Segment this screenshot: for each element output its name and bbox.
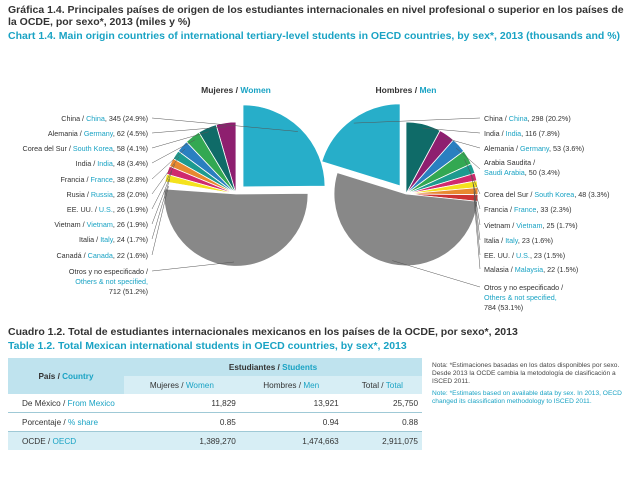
col-total: Total / Total xyxy=(342,376,422,394)
cell-women: 11,829 xyxy=(211,398,236,408)
table-row: De México / From Mexico 11,829 13,921 25… xyxy=(8,394,422,413)
slice-label-china: China / China, 345 (24.9%) xyxy=(61,114,148,123)
leader-line-canada xyxy=(151,185,169,256)
slice-label-saudi-arabia: Arabia Saudita / Saudi Arabia, 50 (3.4%) xyxy=(484,158,560,177)
col-country: País / Country xyxy=(8,358,124,394)
leader-line-france xyxy=(469,169,481,210)
students-table: País / Country Estudiantes / Students Mu… xyxy=(8,358,422,450)
row-label: De México / From Mexico xyxy=(22,398,115,408)
leader-line-russia xyxy=(151,156,180,195)
leader-line-germany xyxy=(444,137,481,149)
slice-label-others-not-specified: Otros y no especificado / Others & not sp… xyxy=(484,283,563,312)
col-women: Mujeres / Women xyxy=(124,376,240,394)
slice-label-vietnam: Vietnam / Vietnam, 26 (1.9%) xyxy=(54,220,148,229)
cell-total: 2,911,075 xyxy=(342,431,422,450)
slice-label-india: India / India, 48 (3.4%) xyxy=(76,159,148,168)
slice-label-germany: Alemania / Germany, 62 (4.5%) xyxy=(48,129,148,138)
slice-label-italy: Italia / Italy, 23 (1.6%) xyxy=(484,236,553,245)
cell-men: 13,921 xyxy=(313,398,339,408)
leader-line-italy xyxy=(473,184,481,241)
row-label: Porcentaje / % share xyxy=(8,412,124,432)
leader-line-u-s xyxy=(151,164,176,210)
slice-label-south-korea: Corea del Sur / South Korea, 58 (4.1%) xyxy=(23,144,148,153)
leader-line-china xyxy=(353,117,481,124)
slice-label-vietnam: Vietnam / Vietnam, 25 (1.7%) xyxy=(484,221,578,230)
table-row: OCDE / OECD 1,389,270 1,474,663 2,911,07… xyxy=(8,431,422,450)
cell-men: 1,474,663 xyxy=(239,431,343,450)
leader-line-india xyxy=(422,127,481,134)
leader-line-china xyxy=(151,117,298,132)
slice-label-france: Francia / France, 33 (2.3%) xyxy=(484,205,572,214)
pie-men: Hombres / Men China / China, 298 (20.2%) I… xyxy=(321,85,609,312)
row-label: OCDE / OECD xyxy=(8,431,124,450)
table-row: Porcentaje / % share 0.85 0.94 0.88 xyxy=(8,412,422,432)
chart-title-es: Gráfica 1.4. Principales países de orige… xyxy=(8,4,624,28)
chart-title-en: Chart 1.4. Main origin countries of inte… xyxy=(8,30,621,42)
slice-label-malaysia: Malasia / Malaysia, 22 (1.5%) xyxy=(484,265,578,274)
leader-line-others-not-specified xyxy=(151,261,235,272)
col-men: Hombres / Men xyxy=(239,376,343,394)
pie-slice-others-not-specified xyxy=(333,172,479,267)
pie-women-title: Mujeres / Women xyxy=(201,85,271,95)
slice-label-india: India / India, 116 (7.8%) xyxy=(484,129,560,138)
leader-line-france xyxy=(151,148,186,180)
slice-label-france: Francia / France, 38 (2.8%) xyxy=(61,175,149,184)
cell-total: 25,750 xyxy=(392,398,418,408)
slice-label-others-not-specified: Otros y no especificado / Others & not sp… xyxy=(69,267,148,296)
cell-men: 0.94 xyxy=(239,412,343,432)
leader-line-others-not-specified xyxy=(392,260,481,288)
leader-line-u-s xyxy=(473,191,481,256)
col-group-students: Estudiantes / Students xyxy=(124,358,422,376)
slice-label-italy: Italia / Italy, 24 (1.7%) xyxy=(79,235,148,244)
slice-label-u-s: EE. UU. / U.S., 26 (1.9%) xyxy=(67,205,148,214)
pie-slice-china xyxy=(321,103,401,187)
leader-line-malaysia xyxy=(473,197,481,270)
leader-line-india xyxy=(151,139,195,164)
note-en: Note: *Estimates based on available data… xyxy=(432,390,622,406)
pie-men-title: Hombres / Men xyxy=(376,85,437,95)
slice-label-canada: Canadá / Canada, 22 (1.6%) xyxy=(56,251,148,260)
pie-slice-others-not-specified xyxy=(163,188,309,267)
leader-line-south-korea xyxy=(151,131,209,149)
cell-women: 1,389,270 xyxy=(124,431,240,450)
slice-label-china: China / China, 298 (20.2%) xyxy=(484,114,571,123)
slice-label-south-korea: Corea del Sur / South Korea, 48 (3.3%) xyxy=(484,190,609,199)
pie-charts: Mujeres / Women China / China, 345 (24.9%… xyxy=(23,85,610,312)
table-title-es: Cuadro 1.2. Total de estudiantes interna… xyxy=(8,326,518,338)
cell-total: 0.88 xyxy=(342,412,422,432)
leader-line-italy xyxy=(151,178,170,240)
slice-label-u-s: EE. UU. / U.S., 23 (1.5%) xyxy=(484,251,565,260)
leader-line-south-korea xyxy=(464,159,481,195)
slice-label-germany: Alemania / Germany, 53 (3.6%) xyxy=(484,144,584,153)
pie-slice-china xyxy=(242,104,326,188)
pie-women: Mujeres / Women China / China, 345 (24.9%… xyxy=(23,85,326,296)
table-title-en: Table 1.2. Total Mexican international s… xyxy=(8,340,407,352)
note-es: Nota: *Estimaciones basadas en los datos… xyxy=(432,362,620,386)
leader-line-vietnam xyxy=(151,171,173,225)
leader-line-germany xyxy=(151,126,227,134)
cell-women: 0.85 xyxy=(124,412,240,432)
leader-line-saudi-arabia xyxy=(455,147,481,170)
slice-label-russia: Rusia / Russia, 28 (2.0%) xyxy=(66,190,148,199)
